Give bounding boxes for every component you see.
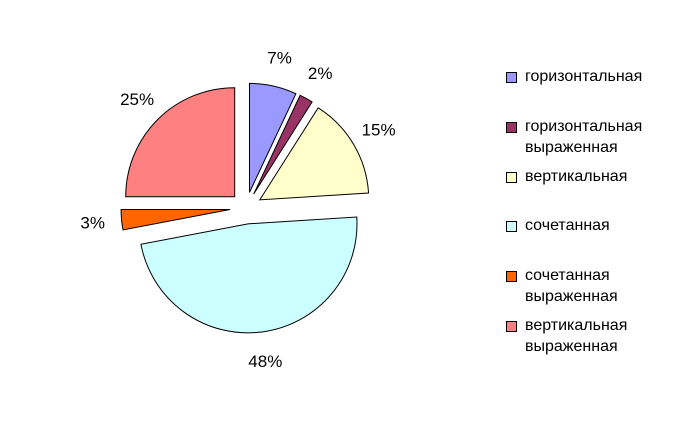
legend-swatch: [506, 221, 517, 232]
pie-slice: [125, 87, 236, 198]
legend-item: горизонтальная выраженная: [506, 116, 674, 158]
pie-slice: [258, 107, 370, 201]
data-label: 2%: [308, 64, 333, 83]
legend-swatch: [506, 72, 517, 83]
data-label: 25%: [120, 90, 154, 109]
legend-item: горизонтальная: [506, 66, 642, 87]
legend-label: горизонтальная: [525, 68, 643, 85]
pie-slice: [140, 216, 358, 334]
pie-slice: [248, 82, 297, 193]
legend-item: вертикальная выраженная: [506, 315, 674, 357]
legend-label: вертикальная выраженная: [525, 317, 628, 355]
pie-slice: [120, 209, 231, 231]
data-label: 7%: [267, 49, 292, 68]
legend-item: сочетанная: [506, 215, 610, 236]
legend-label: сочетанная: [525, 217, 610, 234]
legend-swatch: [506, 321, 517, 332]
data-label: 48%: [248, 352, 282, 371]
legend-item: сочетанная выраженная: [506, 265, 674, 307]
legend-item: вертикальная: [506, 166, 627, 187]
legend-swatch: [506, 271, 517, 282]
legend-label: вертикальная: [525, 168, 628, 185]
legend-label: сочетанная выраженная: [525, 267, 618, 305]
legend-label: горизонтальная выраженная: [525, 118, 643, 156]
data-label: 15%: [362, 121, 396, 140]
legend-swatch: [506, 172, 517, 183]
pie-slice: [253, 94, 313, 195]
data-label: 3%: [80, 214, 105, 233]
legend-swatch: [506, 122, 517, 133]
